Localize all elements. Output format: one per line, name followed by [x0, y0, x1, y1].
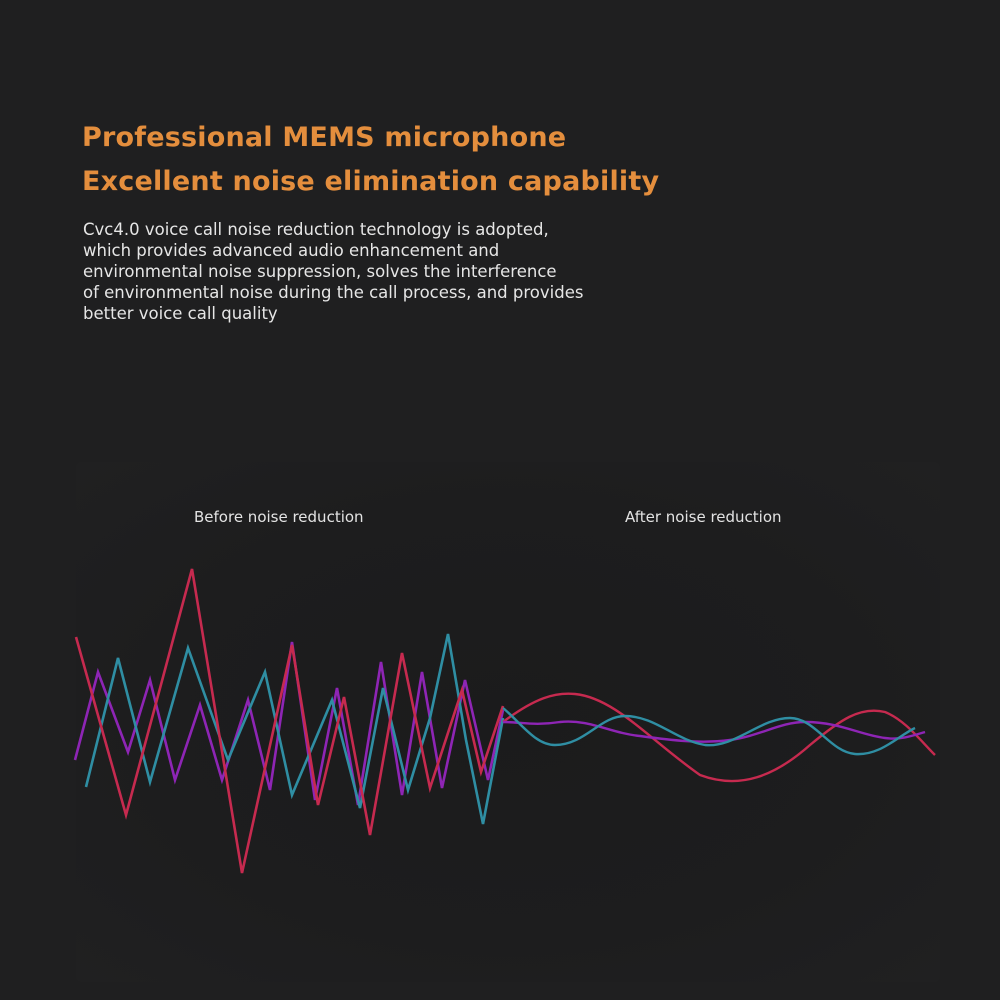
description-line-2: which provides advanced audio enhancemen…	[83, 241, 500, 260]
description-line-4: of environmental noise during the call p…	[83, 283, 584, 302]
before-noise-reduction-label: Before noise reduction	[194, 508, 364, 526]
description-line-3: environmental noise suppression, solves …	[83, 262, 557, 281]
description-line-1: Cvc4.0 voice call noise reduction techno…	[83, 220, 549, 239]
smooth-wave-teal	[502, 707, 916, 756]
noisy-wave-teal	[84, 633, 505, 825]
headline: Professional MEMS microphone Excellent n…	[82, 116, 659, 204]
smooth-wave-red	[502, 692, 936, 783]
after-noise-reduction-label: After noise reduction	[625, 508, 782, 526]
headline-line-2: Excellent noise elimination capability	[82, 166, 660, 197]
feature-description: Cvc4.0 voice call noise reduction techno…	[83, 219, 623, 324]
headline-line-1: Professional MEMS microphone	[82, 122, 567, 153]
description-line-5: better voice call quality	[83, 304, 278, 323]
smooth-wave-purple	[502, 720, 926, 743]
noisy-wave-red	[74, 568, 505, 874]
